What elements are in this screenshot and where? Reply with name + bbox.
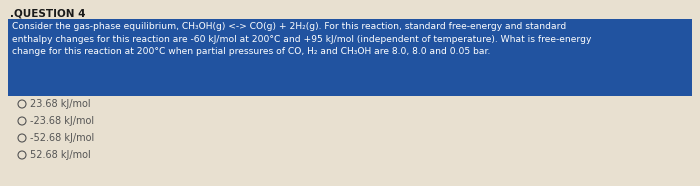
Text: -23.68 kJ/mol: -23.68 kJ/mol [30, 116, 94, 126]
FancyBboxPatch shape [8, 19, 692, 96]
Text: .QUESTION 4: .QUESTION 4 [10, 8, 85, 18]
Text: 52.68 kJ/mol: 52.68 kJ/mol [30, 150, 91, 160]
Text: 23.68 kJ/mol: 23.68 kJ/mol [30, 99, 90, 109]
Text: -52.68 kJ/mol: -52.68 kJ/mol [30, 133, 94, 143]
Text: Consider the gas-phase equilibrium, CH₃OH(g) <-> CO(g) + 2H₂(g). For this reacti: Consider the gas-phase equilibrium, CH₃O… [12, 22, 592, 56]
